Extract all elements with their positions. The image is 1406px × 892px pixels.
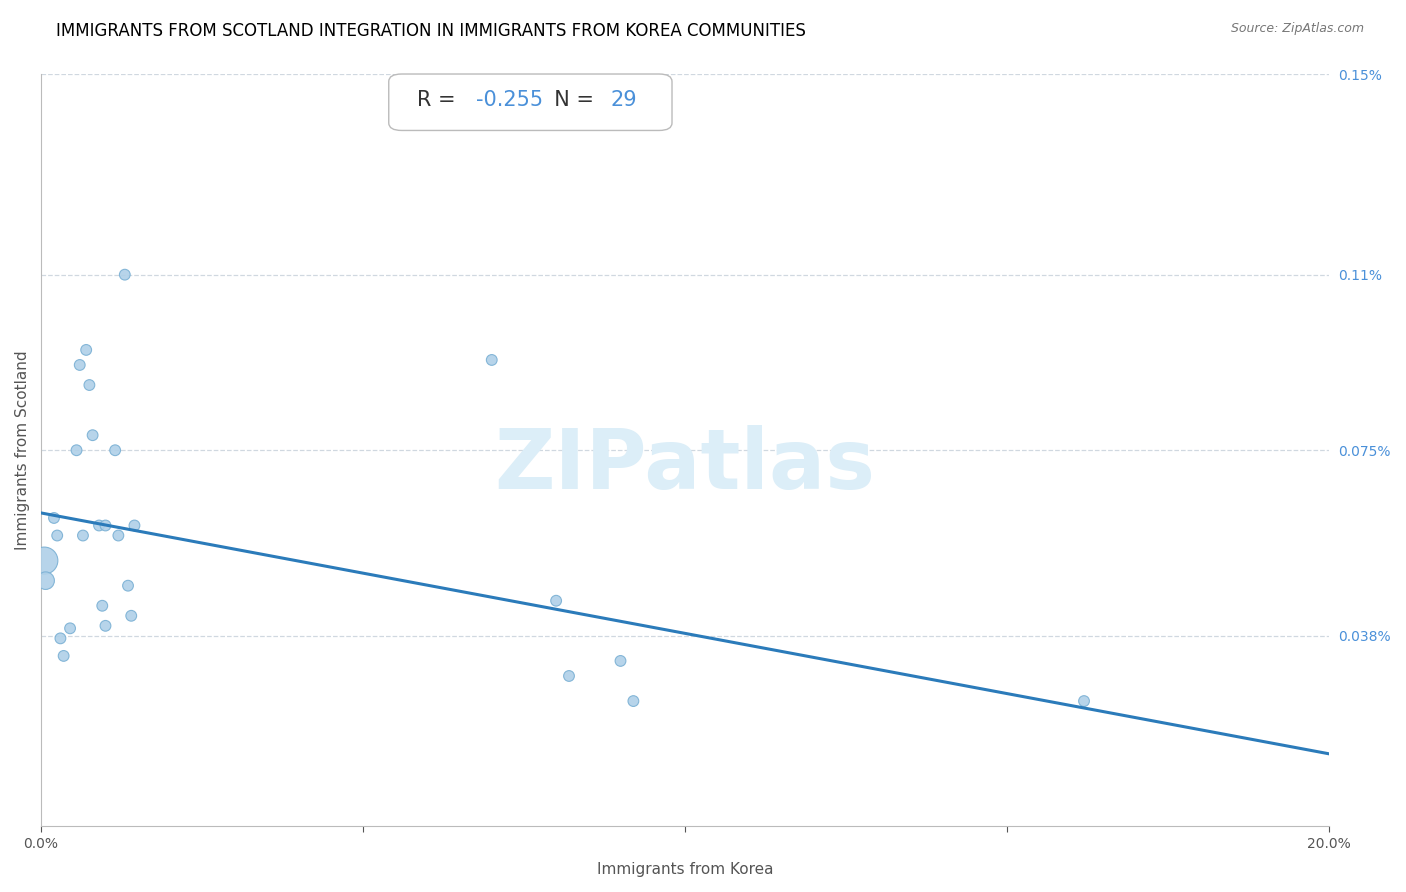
FancyBboxPatch shape [388, 74, 672, 130]
Text: -0.255: -0.255 [477, 90, 544, 111]
Point [124, 518, 146, 533]
Point [104, 443, 127, 458]
Point [481, 353, 503, 368]
Point [65, 443, 87, 458]
Point [609, 654, 631, 668]
Point [75, 343, 97, 357]
Point [49, 632, 72, 646]
Y-axis label: Immigrants from Scotland: Immigrants from Scotland [15, 351, 30, 550]
Point [117, 579, 139, 593]
Point [79, 378, 101, 392]
Point [34, 574, 56, 588]
Point [34, 553, 56, 567]
Point [46, 528, 69, 542]
Text: ZIPatlas: ZIPatlas [495, 425, 876, 506]
Point [621, 694, 644, 708]
Point [94, 619, 117, 633]
Point [546, 593, 568, 607]
X-axis label: Immigrants from Korea: Immigrants from Korea [596, 862, 773, 877]
Point [94, 518, 117, 533]
Point [42, 511, 65, 525]
Text: Source: ZipAtlas.com: Source: ZipAtlas.com [1230, 22, 1364, 36]
Point [69, 358, 91, 372]
Text: R =: R = [418, 90, 463, 111]
Point [558, 669, 581, 683]
Point [52, 648, 75, 663]
Point [114, 268, 136, 282]
Point [82, 428, 104, 442]
Point [91, 599, 114, 613]
Point [72, 528, 94, 542]
Text: N =: N = [541, 90, 600, 111]
Point [59, 621, 82, 635]
Point [87, 518, 110, 533]
Point [107, 528, 129, 542]
Point [120, 608, 142, 623]
Point [1073, 694, 1095, 708]
Text: 29: 29 [610, 90, 637, 111]
Text: IMMIGRANTS FROM SCOTLAND INTEGRATION IN IMMIGRANTS FROM KOREA COMMUNITIES: IMMIGRANTS FROM SCOTLAND INTEGRATION IN … [56, 22, 806, 40]
